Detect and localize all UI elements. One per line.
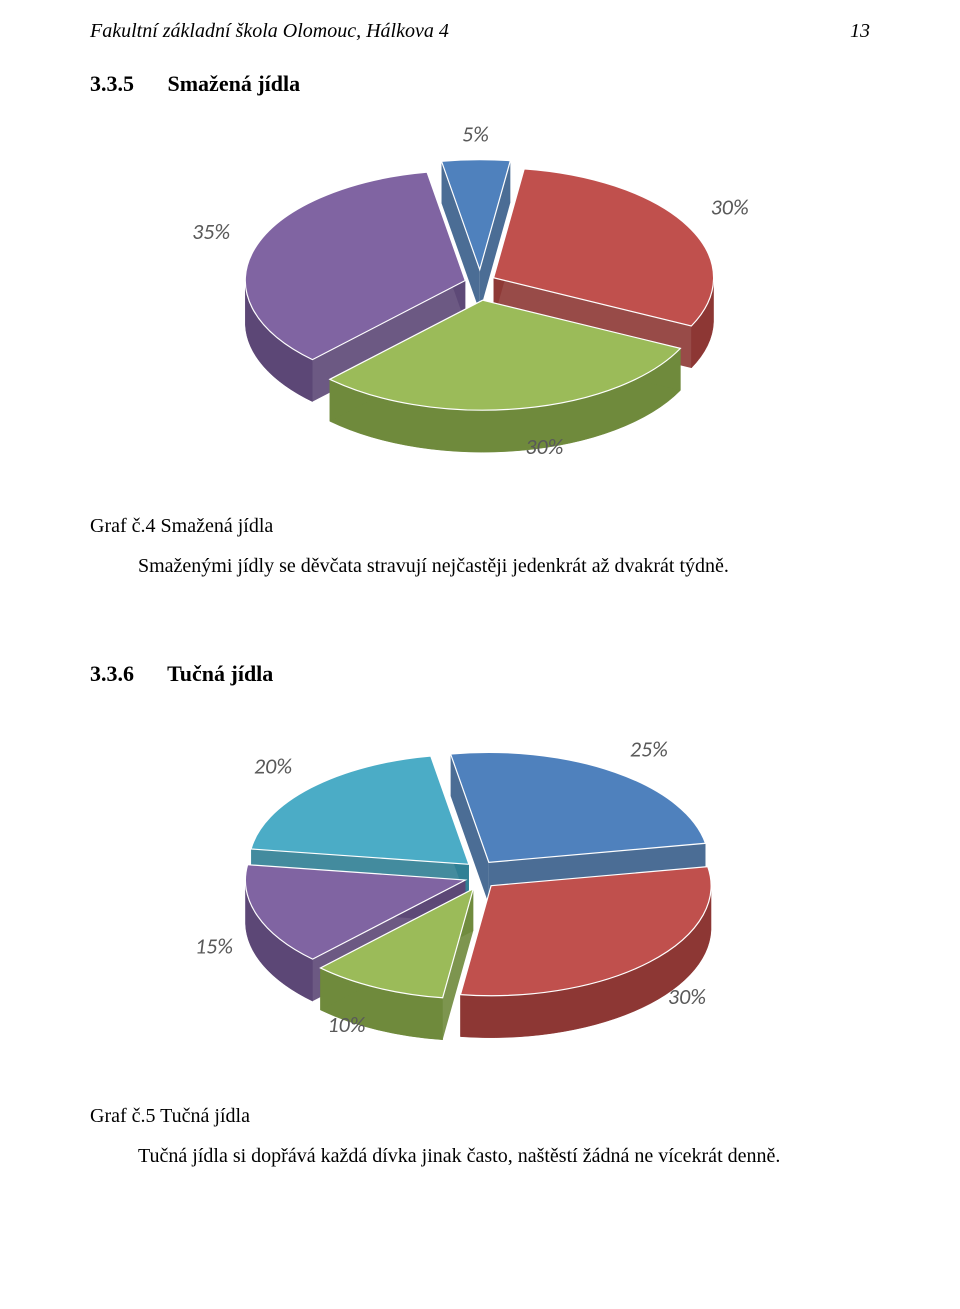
chart-2-container: 25% 30% 10% 15% 20%	[90, 705, 870, 1085]
pie-slice-label: 20%	[254, 752, 292, 779]
section-heading-1: 3.3.5 Smažená jídla	[90, 71, 870, 97]
chart-1-caption: Graf č.4 Smažená jídla	[90, 515, 870, 538]
chart-1-container: 5% 30% 30% 35%	[90, 115, 870, 495]
section-2-body: Tučná jídla si dopřává každá dívka jinak…	[90, 1142, 870, 1171]
pie-slice-label: 5%	[462, 121, 489, 148]
header-title: Fakultní základní škola Olomouc, Hálkova…	[90, 20, 449, 43]
section-number: 3.3.5	[90, 71, 134, 96]
section-title: Tučná jídla	[167, 661, 273, 686]
pie-chart-2: 25% 30% 10% 15% 20%	[120, 705, 840, 1085]
page-number: 13	[850, 20, 870, 43]
pie-slice-label: 30%	[668, 983, 706, 1010]
chart-2-caption: Graf č.5 Tučná jídla	[90, 1105, 870, 1128]
pie-chart-1: 5% 30% 30% 35%	[120, 115, 840, 495]
page-header: Fakultní základní škola Olomouc, Hálkova…	[90, 20, 870, 43]
pie-slice-label: 25%	[630, 735, 668, 762]
pie-slice-label: 10%	[327, 1011, 365, 1038]
section-heading-2: 3.3.6 Tučná jídla	[90, 661, 870, 687]
section-title: Smažená jídla	[168, 71, 301, 96]
section-number: 3.3.6	[90, 661, 134, 686]
pie-slice-label: 35%	[192, 218, 230, 245]
section-1-body: Smaženými jídly se děvčata stravují nejč…	[90, 552, 870, 581]
pie-slice-label: 15%	[195, 932, 233, 959]
pie-slice-label: 30%	[711, 193, 749, 220]
pie-slice-label: 30%	[525, 433, 563, 460]
